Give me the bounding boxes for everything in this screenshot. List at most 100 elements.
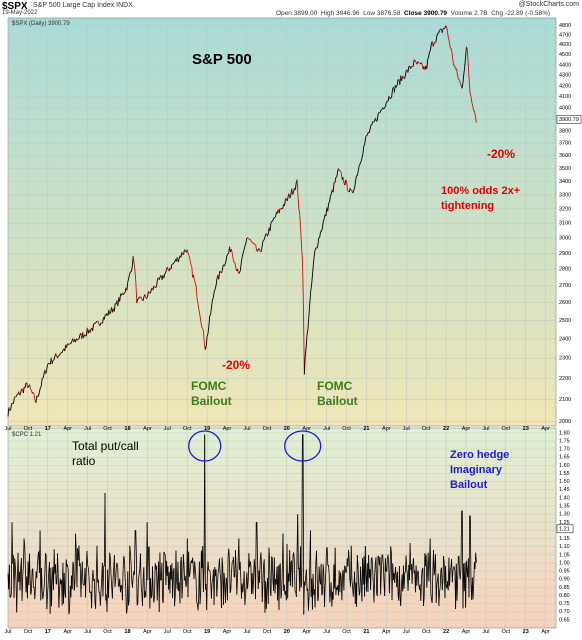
price-y-tick-label: 4000 xyxy=(559,105,571,111)
putcall-segment xyxy=(271,556,273,559)
putcall-segment xyxy=(382,554,384,566)
price-segment xyxy=(447,32,449,39)
price-segment xyxy=(198,309,201,316)
price-segment xyxy=(466,49,469,65)
price-segment xyxy=(206,333,209,337)
putcall-segment xyxy=(182,554,185,565)
putcall-segment xyxy=(30,591,32,595)
putcall-segment xyxy=(154,563,156,597)
price-segment xyxy=(201,326,203,329)
price-segment xyxy=(226,254,229,256)
putcall-segment xyxy=(469,515,472,584)
price-segment xyxy=(473,110,475,112)
price-x-tick-label: Jul xyxy=(403,426,410,432)
price-y-tick-label: 3000 xyxy=(559,236,571,242)
price-segment xyxy=(164,272,167,275)
price-segment xyxy=(47,363,49,365)
price-segment xyxy=(456,68,458,75)
price-y-tick-label: 3600 xyxy=(559,153,571,159)
chart-date: 19-May-2022 xyxy=(2,10,38,16)
putcall-segment xyxy=(380,570,382,595)
putcall-segment xyxy=(388,572,391,594)
putcall-segment xyxy=(182,554,184,587)
putcall-x-tick-label: 20 xyxy=(284,629,290,635)
price-segment xyxy=(207,326,210,334)
putcall-segment xyxy=(118,585,120,587)
price-y-tick-label: 2900 xyxy=(559,251,571,257)
putcall-segment xyxy=(110,575,113,587)
price-segment xyxy=(15,394,18,397)
price-segment xyxy=(403,76,406,80)
price-segment xyxy=(223,264,226,267)
putcall-segment xyxy=(431,570,434,603)
price-segment xyxy=(349,187,352,191)
price-segment xyxy=(376,120,378,122)
price-segment xyxy=(296,179,299,198)
price-segment xyxy=(469,92,472,97)
price-segment xyxy=(172,262,175,265)
price-segment xyxy=(204,346,207,350)
price-segment xyxy=(103,314,106,320)
price-segment xyxy=(258,248,261,252)
price-y-tick-label: 4400 xyxy=(559,62,571,68)
putcall-segment xyxy=(152,566,154,595)
price-y-tick-label: 2500 xyxy=(559,318,571,324)
price-segment xyxy=(78,334,81,339)
price-segment xyxy=(9,409,12,412)
putcall-segment xyxy=(373,576,376,603)
price-x-tick-label: Apr xyxy=(382,426,391,432)
price-x-tick-label: Apr xyxy=(143,426,152,432)
putcall-segment xyxy=(32,568,34,588)
price-segment xyxy=(336,170,339,178)
price-segment xyxy=(384,106,386,109)
putcall-segment xyxy=(230,573,232,591)
putcall-segment xyxy=(159,552,161,581)
price-segment xyxy=(27,385,30,388)
price-segment xyxy=(249,239,252,242)
putcall-segment xyxy=(150,578,152,599)
putcall-y-tick-label: 1.55 xyxy=(559,471,570,477)
putcall-segment xyxy=(244,595,246,605)
price-segment xyxy=(274,216,276,218)
putcall-segment xyxy=(140,553,142,586)
price-segment xyxy=(266,233,269,237)
price-segment xyxy=(260,247,263,252)
putcall-segment xyxy=(80,577,82,598)
putcall-y-tick-label: 0.75 xyxy=(559,601,570,607)
putcall-segment xyxy=(65,559,67,598)
price-segment xyxy=(470,96,473,103)
putcall-segment xyxy=(411,565,414,584)
putcall-segment xyxy=(227,555,229,601)
putcall-segment xyxy=(93,578,96,603)
price-x-tick-label: 21 xyxy=(363,426,369,432)
price-x-tick-label: Oct xyxy=(103,426,112,432)
price-segment xyxy=(221,264,224,271)
price-segment xyxy=(273,217,275,219)
putcall-segment xyxy=(172,571,174,599)
putcall-x-tick-label: 21 xyxy=(363,629,369,635)
price-segment xyxy=(129,271,131,275)
putcall-segment xyxy=(261,583,264,603)
price-segment xyxy=(340,172,343,180)
putcall-x-tick-label: 22 xyxy=(443,629,449,635)
putcall-segment xyxy=(140,585,143,593)
putcall-segment xyxy=(138,568,141,575)
price-segment xyxy=(13,396,16,399)
putcall-tag-label: 1.21 xyxy=(559,526,570,532)
price-segment xyxy=(354,180,357,188)
putcall-segment xyxy=(109,558,112,576)
price-segment xyxy=(45,369,48,374)
putcall-segment xyxy=(179,562,182,604)
price-segment xyxy=(471,102,474,107)
putcall-segment xyxy=(102,565,105,597)
putcall-segment xyxy=(45,555,48,610)
putcall-x-tick-label: Jul xyxy=(243,629,250,635)
price-segment xyxy=(414,60,417,63)
putcall-segment xyxy=(180,556,183,599)
price-segment xyxy=(291,188,294,195)
putcall-segment xyxy=(174,595,176,607)
putcall-segment xyxy=(306,569,308,591)
putcall-x-tick-label: Jul xyxy=(482,629,489,635)
putcall-segment xyxy=(348,549,350,561)
putcall-segment xyxy=(8,564,11,598)
